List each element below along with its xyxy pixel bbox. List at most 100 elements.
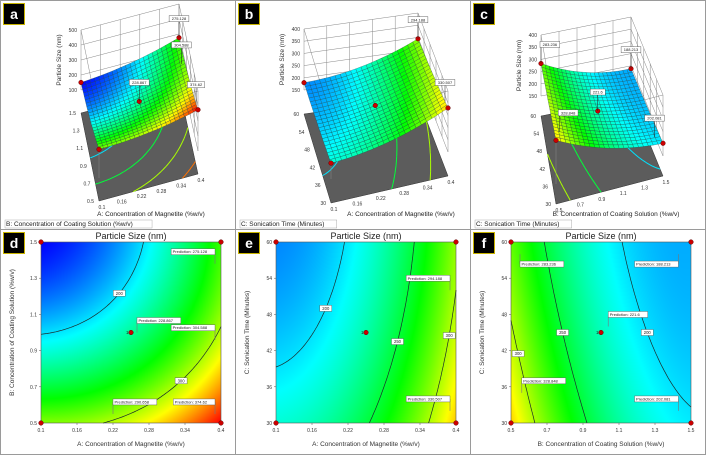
contour-line: [543, 241, 588, 424]
prediction-value: 328.848: [561, 110, 576, 115]
prediction-flag: [434, 79, 456, 86]
plot-frame: [40, 241, 222, 424]
y-tick-label: 36: [315, 183, 321, 189]
prediction-value: 221.6: [593, 90, 604, 95]
x-tick-label: 0.16: [307, 428, 317, 434]
z-tick-label: 300: [292, 51, 301, 57]
z-gridline: [540, 28, 664, 108]
y-tick-label: 1.1: [30, 312, 37, 318]
prediction-label: Prediction: 328.848: [523, 378, 558, 383]
plot-frame: [510, 241, 692, 424]
floor-contour-line: [132, 127, 189, 193]
x-tick-label: 0.22: [343, 428, 353, 434]
contour-label-box: [442, 332, 456, 339]
z-axis-title: Particle Size (nm): [279, 34, 286, 85]
design-point: [660, 140, 666, 146]
x-tick-label: 0.22: [137, 194, 147, 200]
center-point-label: 1: [126, 330, 129, 335]
prediction-flag: [634, 260, 679, 268]
y-tick-label: 48: [536, 149, 542, 155]
y-tick-label: 0.7: [30, 385, 37, 391]
design-point: [218, 239, 224, 245]
y-tick-label: 30: [501, 421, 507, 427]
prediction-flag: [112, 398, 158, 406]
prediction-value: 283.236: [543, 42, 558, 47]
z-gridline: [303, 12, 449, 92]
floor-contour-line: [182, 161, 196, 179]
prediction-value: 304.588: [174, 42, 189, 47]
design-point: [273, 239, 279, 245]
prediction-value: 188.213: [624, 47, 639, 52]
prediction-flag: [405, 395, 451, 403]
x-tick-label: 0.4: [453, 428, 460, 434]
panel-label-f: f: [473, 232, 495, 254]
prediction-flag: [521, 377, 566, 385]
prediction-label: Prediction: 304.588: [173, 325, 208, 330]
x-tick-label: 1.3: [652, 428, 659, 434]
x-tick-label: 0.7: [577, 202, 584, 208]
x-tick-label: 0.1: [331, 207, 338, 213]
contour-label-box: [556, 329, 569, 336]
prediction-value: 374.62: [190, 82, 203, 87]
y-axis-title-box: [474, 219, 573, 229]
contour-label: 250: [559, 330, 567, 335]
contour-line: [621, 241, 692, 408]
contour-label: 200: [322, 306, 330, 311]
x-axis-title: A: Concentration of Magnetite (%w/v): [312, 441, 420, 448]
x-tick-label: 1.5: [663, 180, 670, 186]
x-tick-label: 0.16: [117, 200, 127, 206]
design-point: [38, 420, 44, 426]
x-tick-label: 1.1: [616, 428, 623, 434]
x-tick-label: 1.5: [688, 428, 695, 434]
x-axis-title: A: Concentration of Magnetite (%w/v): [97, 211, 205, 218]
z-tick-label: 200: [69, 73, 78, 79]
z-tick-label: 250: [529, 70, 538, 76]
surface-plot-c: 150 200 250 300 350 400 0.5 0.7 0.9 1.1 1.3 1.5 30 36…: [474, 16, 679, 229]
design-point: [78, 79, 84, 86]
x-tick-label: 0.22: [108, 428, 118, 434]
y-tick-label: 0.7: [83, 181, 90, 187]
panel-c-surface-plot: c 150 200 250 300 350 400 0.5 0.7 0.9 1.1 1.3 1.5 30…: [470, 0, 706, 230]
chart-title: Particle Size (nm): [330, 231, 401, 241]
x-tick-label: 0.9: [598, 197, 605, 203]
y-axis-title: B: Concentration of Coating Solution (%w…: [9, 269, 16, 396]
z-tick-label: 150: [529, 94, 538, 100]
prediction-value: 275.128: [172, 16, 187, 21]
design-point: [508, 420, 514, 426]
design-point: [688, 239, 694, 245]
prediction-label: Prediction: 202.081: [636, 396, 671, 401]
panel-label-a: a: [3, 3, 25, 25]
y-tick-label: 1.3: [73, 129, 80, 135]
x-tick-label: 1.1: [620, 191, 627, 197]
y-tick-label: 0.5: [87, 199, 94, 205]
prediction-flag: [170, 248, 216, 255]
y-axis-title: C: Sonication Time (Minutes): [479, 291, 486, 374]
contour-plot-f: Particle Size (nm) 0.5 0.7 0.9 1.1 1.3 1.5 30 36…: [479, 231, 695, 448]
prediction-flag: [607, 311, 648, 318]
y-tick-label: 60: [530, 114, 536, 120]
x-tick-label: 0.1: [99, 205, 106, 211]
y-tick-label: 54: [299, 130, 305, 136]
contour-line: [275, 241, 345, 368]
contour-line: [40, 241, 144, 335]
design-point: [453, 239, 459, 245]
prediction-flag: [590, 88, 606, 96]
y-tick-label: 42: [310, 165, 316, 171]
panel-b-surface-plot: b 150 200 250 300 350 400 0.1 0.16 0.22 0.28 0.34 0…: [235, 0, 471, 230]
panel-label-d: d: [3, 232, 25, 254]
y-axis-title: C: Sonication Time (Minutes): [244, 291, 251, 374]
design-point: [301, 80, 307, 86]
contour-plot-e: Particle Size (nm) 0.1 0.16 0.22 0.28 0.34 0.4…: [244, 231, 460, 448]
x-tick-label: 0.28: [144, 428, 154, 434]
y-tick-label: 30: [545, 202, 551, 208]
contour-label-box: [511, 350, 525, 357]
y-tick-label: 48: [501, 312, 507, 318]
x-tick-label: 0.22: [376, 196, 386, 202]
design-point: [128, 329, 134, 336]
prediction-flag: [405, 275, 451, 282]
prediction-label: Prediction: 221.6: [610, 312, 641, 317]
panel-label-b: b: [238, 3, 260, 25]
x-tick-label: 0.16: [72, 428, 82, 434]
y-axis-title-box: [239, 219, 338, 229]
contour-line: [103, 326, 222, 424]
